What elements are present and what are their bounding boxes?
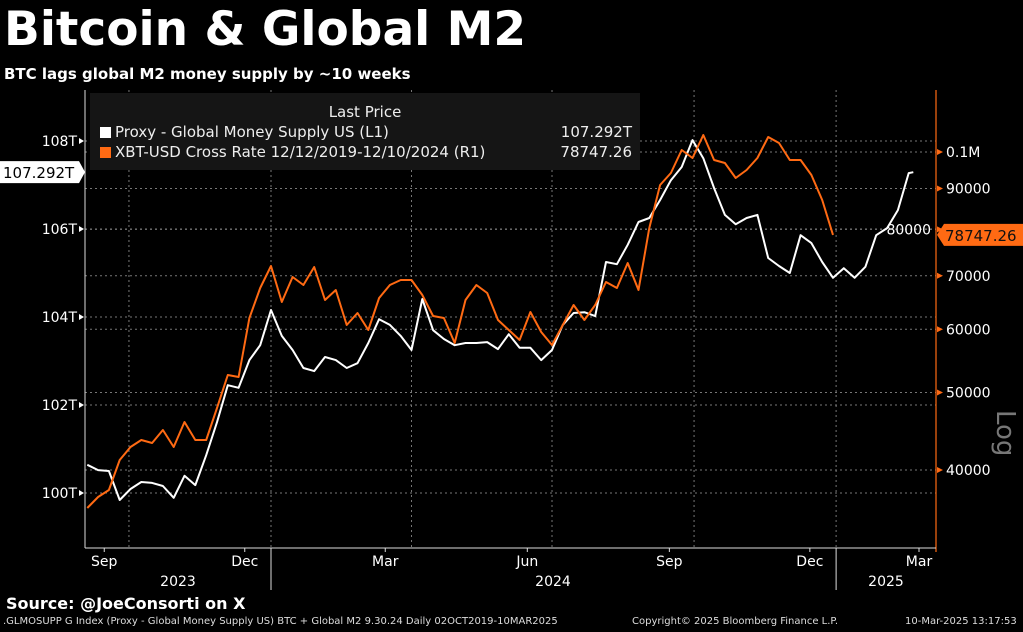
- last-value-tag-left: [0, 161, 85, 184]
- series-line-btc: [86, 134, 834, 509]
- right-tick-label: 90000: [946, 182, 991, 198]
- x-tick-label: Sep: [656, 554, 683, 570]
- right-tick-mark: [937, 326, 943, 333]
- last-value-tag-right: [937, 223, 1023, 246]
- x-year-label: 2025: [868, 574, 904, 590]
- source-text: Source: @JoeConsorti on X: [6, 594, 246, 613]
- chart-subtitle: BTC lags global M2 money supply by ~10 w…: [4, 65, 411, 83]
- x-tick-label: Jun: [515, 554, 538, 570]
- left-tick-label: 102T: [42, 398, 78, 414]
- right-tick-mark: [937, 149, 943, 155]
- right-tick-mark: [937, 185, 943, 192]
- chart-title: Bitcoin & Global M2: [4, 2, 527, 57]
- right-tick-mark: [937, 272, 943, 279]
- legend-swatch-orange: [100, 147, 111, 158]
- x-year-label: 2024: [535, 574, 571, 590]
- left-tick-label: 100T: [42, 486, 78, 502]
- left-tick-mark: [79, 314, 84, 320]
- right-tick-label: 40000: [946, 463, 991, 479]
- legend-value: 107.292T: [560, 123, 632, 141]
- legend-value: 78747.26: [560, 143, 632, 161]
- last-value-tag-right-text: 78747.26: [945, 227, 1017, 245]
- right-tick-mark: [937, 226, 943, 233]
- x-tick-label: Mar: [906, 554, 933, 570]
- series-line-m2: [86, 139, 914, 501]
- right-tick-label: 60000: [946, 322, 991, 338]
- left-tick-mark: [79, 490, 84, 496]
- footer-copyright: Copyright© 2025 Bloomberg Finance L.P.: [632, 616, 839, 627]
- axes: 100T 102T 104T 106T 108T 40000 50000 60000 70000…: [42, 90, 991, 590]
- left-tick-mark: [79, 402, 84, 408]
- x-tick-label: Dec: [796, 554, 823, 570]
- left-tick-label: 106T: [42, 222, 78, 238]
- x-tick-label: Dec: [231, 554, 258, 570]
- x-tick-label: Mar: [372, 554, 399, 570]
- legend-header: Last Price: [328, 103, 402, 121]
- x-tick-label: Sep: [91, 554, 118, 570]
- left-tick-mark: [79, 138, 84, 144]
- left-tick-label: 104T: [42, 310, 78, 326]
- legend-item-m2: Proxy - Global Money Supply US (L1) 107.…: [100, 123, 632, 143]
- right-tick-mark: [937, 466, 943, 473]
- footer-timestamp: 10-Mar-2025 13:17:53: [905, 616, 1017, 627]
- legend: Last Price Proxy - Global Money Supply U…: [90, 93, 640, 170]
- series-lines: [86, 134, 914, 509]
- last-value-tags: 107.292T 78747.26: [0, 161, 1023, 246]
- right-tick-label: 80000: [886, 222, 931, 238]
- legend-label: Proxy - Global Money Supply US (L1): [115, 123, 389, 141]
- x-year-label: 2023: [160, 574, 196, 590]
- right-tick-mark: [937, 389, 943, 396]
- right-tick-label: 50000: [946, 386, 991, 402]
- legend-item-btc: XBT-USD Cross Rate 12/12/2019-12/10/2024…: [100, 143, 632, 163]
- legend-swatch-white: [100, 127, 111, 138]
- right-tick-label: 0.1M: [946, 145, 980, 161]
- right-tick-label: 70000: [946, 269, 991, 285]
- legend-label: XBT-USD Cross Rate 12/12/2019-12/10/2024…: [115, 143, 486, 161]
- log-scale-label: Log: [990, 410, 1020, 457]
- footer: .GLMOSUPP G Index (Proxy - Global Money …: [0, 616, 1023, 630]
- left-tick-label: 108T: [42, 134, 78, 150]
- footer-index-info: .GLMOSUPP G Index (Proxy - Global Money …: [3, 616, 558, 627]
- left-tick-mark: [79, 226, 84, 232]
- last-value-tag-left-text: 107.292T: [3, 164, 75, 182]
